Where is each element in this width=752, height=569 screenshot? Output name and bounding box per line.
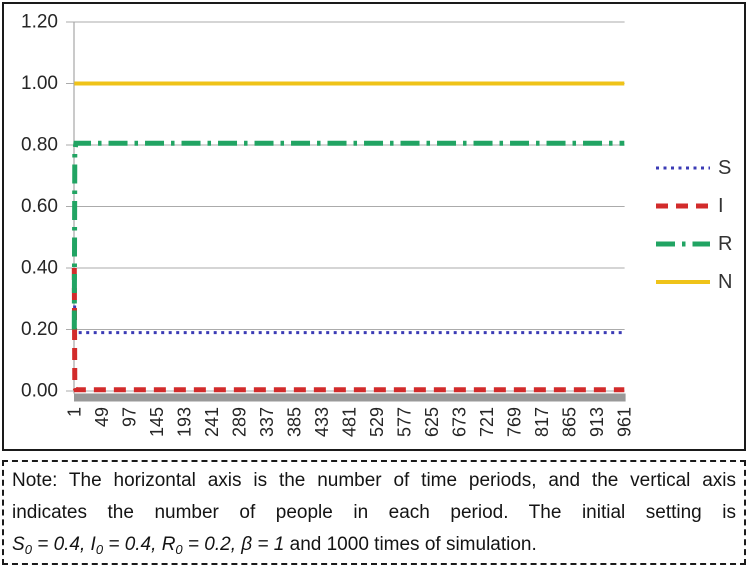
note-line-3: S0 = 0.4, I0 = 0.4, R0 = 0.2, β = 1 and … <box>12 529 736 566</box>
x-axis-tick-label: 769 <box>504 407 524 437</box>
note-line-3-seg-1: 0 <box>24 542 32 557</box>
note-line-3-seg-4: 0 <box>95 542 104 557</box>
y-axis-tick-label: 0.20 <box>21 319 58 340</box>
note-line-3-seg-10: and 1000 times of simulation. <box>284 534 537 555</box>
x-axis-tick-label: 193 <box>174 407 194 437</box>
x-axis-tick-label: 577 <box>394 407 414 437</box>
x-axis-tick-label: 289 <box>229 407 249 437</box>
x-axis-tick-label: 961 <box>614 407 634 437</box>
x-axis-tick-label: 625 <box>422 407 442 437</box>
x-axis-tick-label: 145 <box>147 407 167 437</box>
legend-label-S: S <box>718 157 731 179</box>
y-axis-tick-label: 1.20 <box>21 12 58 33</box>
legend-label-N: N <box>718 271 732 293</box>
x-axis-tick-label: 721 <box>477 407 497 437</box>
y-axis-tick-label: 0.80 <box>21 135 58 156</box>
x-axis-tick-label: 481 <box>339 407 359 437</box>
note-box: Note: The horizontal axis is the number … <box>2 460 746 565</box>
x-axis-tick-label: 817 <box>532 407 552 437</box>
series-line-R <box>71 140 625 330</box>
y-axis-tick-label: 0.60 <box>21 196 58 217</box>
legend-label-I: I <box>718 195 724 217</box>
x-axis-tick-label: 529 <box>367 407 387 437</box>
legend-label-R: R <box>718 233 732 255</box>
note-line-3-seg-8: = 0.2, <box>182 534 242 555</box>
note-line-2: indicates the number of people in each p… <box>12 502 736 523</box>
note-line-3-seg-2: = 0.4, <box>31 534 91 555</box>
x-axis-tick-label: 673 <box>449 407 469 437</box>
x-axis-tick-label: 337 <box>257 407 277 437</box>
note-line-3-seg-0: S <box>12 534 25 555</box>
chart-panel <box>2 2 746 451</box>
sir-line-chart: 0.00 0.20 0.40 0.60 0.80 1.00 1.20 1 49 97 145 193 2… <box>21 12 732 438</box>
note-line-1: Note: The horizontal axis is the number … <box>12 470 736 491</box>
series-line-I <box>71 267 625 393</box>
x-axis-tick-label: 241 <box>202 407 222 437</box>
y-axis-tick-label: 1.00 <box>21 73 58 94</box>
y-axis-tick-label: 0.00 <box>21 381 58 402</box>
note-line-3-seg-6: R <box>161 534 176 555</box>
x-axis-bar <box>74 393 626 402</box>
note-line-3-seg-9: β = 1 <box>241 534 285 555</box>
x-axis-tick-label: 913 <box>587 407 607 437</box>
x-axis-tick-label: 1 <box>64 407 84 417</box>
note-line-3-seg-5: = 0.4, <box>103 534 162 555</box>
y-axis-tick-label: 0.40 <box>21 258 58 279</box>
series-line-S <box>72 267 625 335</box>
note-line-3-seg-7: 0 <box>175 542 183 557</box>
x-axis-tick-label: 433 <box>312 407 332 437</box>
x-axis-tick-label: 865 <box>559 407 579 437</box>
x-axis-tick-label: 49 <box>92 407 112 427</box>
x-axis-tick-label: 97 <box>119 407 139 427</box>
note-line-3-seg-3: I <box>90 534 96 555</box>
x-axis-tick-label: 385 <box>284 407 304 437</box>
